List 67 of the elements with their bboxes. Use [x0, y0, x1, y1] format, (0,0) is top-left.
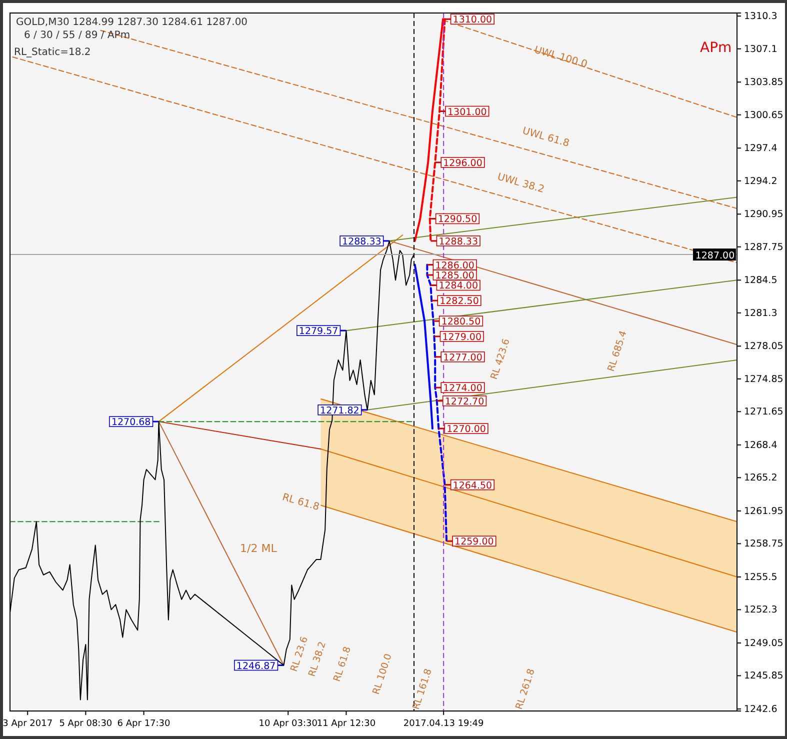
annotation: 1310.00 — [452, 14, 492, 26]
annotation: APm — [700, 40, 732, 56]
y-tick-label: 1249.05 — [744, 638, 784, 649]
x-tick-label: 6 Apr 17:30 — [117, 719, 171, 729]
y-tick-label: 1300.65 — [744, 110, 784, 121]
y-tick-label: 1265.2 — [744, 472, 778, 484]
annotation: RL 261.8 — [514, 667, 538, 711]
x-tick-label: 3 Apr 2017 — [2, 719, 53, 729]
annotation: 1264.50 — [452, 480, 492, 492]
x-tick-label: 11 Apr 12:30 — [316, 719, 376, 729]
annotation: RL_Static=18.2 — [14, 47, 91, 58]
annotation: UWL 100.0 — [532, 44, 588, 70]
annotation: 1288.33 — [342, 236, 382, 248]
y-tick-label: 1297.4 — [744, 143, 778, 154]
y-tick-label: 1287.75 — [744, 242, 784, 253]
y-tick-label: 1255.5 — [744, 572, 778, 583]
ref-line-label: 1287.00 — [695, 250, 735, 262]
y-tick-label: 1261.95 — [744, 506, 784, 517]
annotation: 1/2 ML — [240, 542, 278, 555]
annotation: RL 161.8 — [410, 667, 434, 711]
x-tick-label: 10 Apr 03:30 — [258, 719, 318, 729]
annotation: RL 423.6 — [488, 337, 512, 381]
line-series — [414, 264, 434, 430]
annotation: 1280.50 — [441, 316, 481, 328]
y-tick-label: 1310.3 — [744, 11, 778, 22]
annotation: 1246.87 — [236, 660, 276, 672]
y-tick-label: 1307.1 — [744, 44, 778, 55]
y-tick-label: 1252.3 — [744, 604, 778, 616]
annotation: 1272.70 — [444, 396, 484, 408]
x-tick-label: 5 Apr 08:30 — [59, 719, 112, 729]
y-tick-label: 1278.05 — [744, 341, 784, 352]
y-tick-label: 1284.5 — [744, 275, 778, 286]
annotation: 1288.33 — [438, 236, 478, 248]
y-tick-label: 1245.85 — [744, 670, 784, 682]
y-tick-label: 1290.95 — [744, 209, 784, 220]
y-tick-label: 1303.85 — [744, 77, 784, 88]
annotation: 1270.00 — [446, 424, 486, 436]
y-tick-label: 1271.65 — [744, 406, 784, 418]
annotation: 1290.50 — [438, 214, 478, 226]
annotation: 1285.00 — [435, 270, 474, 282]
y-tick-label: 1274.85 — [744, 374, 784, 385]
annotation: 1286.00 — [435, 260, 474, 272]
chart-title: GOLD,M30 1284.99 1287.30 1284.61 1287.00 — [16, 17, 248, 28]
annotation: RL 685.4 — [606, 329, 630, 373]
y-tick-label: 1258.75 — [744, 538, 784, 550]
annotation: RL 38.2 — [306, 640, 328, 678]
annotation: 1271.82 — [320, 405, 360, 416]
annotation: UWL 38.2 — [496, 172, 546, 196]
annotation: RL 61.8 — [280, 492, 320, 514]
y-tick-label: 1242.6 — [744, 704, 778, 715]
annotation: 1270.68 — [111, 417, 151, 428]
annotation: 1301.00 — [448, 106, 487, 118]
annotation: 1284.00 — [438, 280, 478, 292]
annotation: RL 61.8 — [332, 645, 354, 684]
annotation: 1296.00 — [443, 158, 482, 169]
y-tick-label: 1268.4 — [744, 440, 778, 451]
y-tick-label: 1281.3 — [744, 308, 778, 319]
annotation: 1274.00 — [443, 383, 482, 394]
annotation: 1279.00 — [442, 332, 482, 343]
annotation: 1282.50 — [440, 296, 479, 308]
annotation: RL 100.0 — [370, 652, 394, 696]
annotation: 1277.00 — [443, 352, 482, 364]
x-tick-label: 2017.04.13 19:49 — [403, 719, 484, 729]
y-tick-label: 1294.2 — [744, 176, 778, 187]
annotation: UWL 61.8 — [520, 126, 570, 150]
annotation: 1279.57 — [298, 326, 338, 338]
annotation: 1259.00 — [454, 536, 494, 548]
